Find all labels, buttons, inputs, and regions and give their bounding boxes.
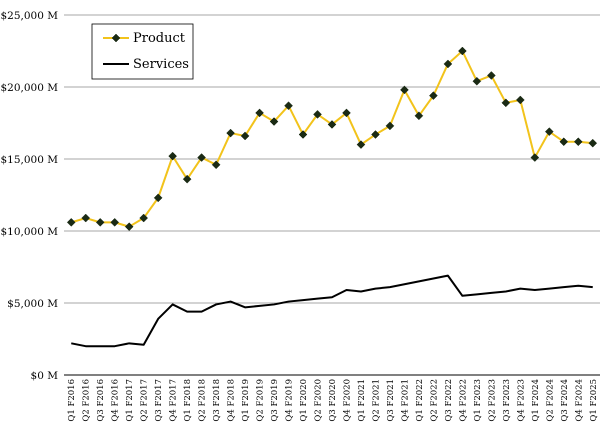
data-point <box>110 218 120 227</box>
data-point <box>356 140 366 149</box>
data-point <box>515 95 525 105</box>
data-point <box>226 128 235 138</box>
x-tick-label: Q2 F2021 <box>371 379 381 422</box>
x-tick-label: Q3 F2020 <box>328 379 338 422</box>
data-point <box>559 137 569 147</box>
x-tick-label: Q2 F2019 <box>256 379 266 422</box>
y-tick-label: $5,000 M <box>7 298 58 310</box>
data-point <box>197 153 206 162</box>
y-axis-tick-labels: $0 M $5,000 M $10,000 M $15,000 M $20,000 M $… <box>0 10 58 382</box>
x-tick-label: Q3 F2019 <box>270 379 280 422</box>
x-tick-label: Q3 F2024 <box>560 379 570 422</box>
legend-box <box>91 23 194 80</box>
x-tick-label: Q2 F2022 <box>429 379 439 422</box>
legend-product-marker <box>111 33 121 43</box>
x-tick-label: Q2 F2024 <box>545 379 555 422</box>
x-tick-label: Q1 F2023 <box>473 379 483 422</box>
y-tick-label: $0 M <box>31 370 59 382</box>
data-point <box>211 160 221 170</box>
x-tick-label: Q4 F2018 <box>227 379 237 422</box>
data-point <box>153 193 163 203</box>
x-tick-label: Q4 F2021 <box>400 379 410 422</box>
data-point <box>182 174 192 184</box>
x-tick-label: Q4 F2022 <box>458 379 468 422</box>
y-tick-label: $20,000 M <box>0 82 58 94</box>
x-tick-label: Q3 F2023 <box>502 379 512 422</box>
data-point <box>544 127 554 136</box>
x-tick-label: Q1 F2017 <box>125 379 135 422</box>
data-point <box>501 98 511 108</box>
data-point <box>168 151 178 161</box>
data-point <box>66 218 76 227</box>
gridlines <box>64 14 600 304</box>
x-tick-label: Q4 F2020 <box>342 379 352 422</box>
data-point <box>588 138 598 148</box>
data-point <box>530 153 540 162</box>
x-tick-label: Q1 F2021 <box>357 379 367 422</box>
data-point <box>139 213 149 223</box>
x-tick-label: Q1 F2020 <box>299 379 309 422</box>
data-point <box>124 222 134 232</box>
data-point <box>472 76 482 86</box>
data-point <box>414 111 424 121</box>
data-point <box>284 101 293 111</box>
x-tick-label: Q1 F2016 <box>67 379 77 422</box>
series-line-services <box>71 274 593 348</box>
x-tick-label: Q2 F2016 <box>82 379 92 422</box>
y-tick-label: $25,000 M <box>0 10 58 22</box>
x-axis-tick-labels: Q1 F2016 Q2 F2016 Q3 F2016 Q4 F2016 Q1 F2017… <box>67 379 599 422</box>
data-point <box>298 130 308 139</box>
data-point <box>313 110 322 119</box>
data-point <box>400 85 409 95</box>
x-tick-label: Q2 F2017 <box>140 379 150 422</box>
data-point <box>269 117 279 126</box>
x-tick-label: Q1 F2019 <box>241 379 251 422</box>
data-point <box>327 120 337 129</box>
x-tick-label: Q3 F2018 <box>212 379 222 422</box>
x-tick-label: Q4 F2016 <box>111 379 121 422</box>
data-point <box>443 59 453 69</box>
x-tick-label: Q1 F2018 <box>183 379 193 422</box>
x-tick-label: Q3 F2021 <box>386 379 396 422</box>
series-layer <box>66 46 598 348</box>
series-markers-product <box>66 46 598 232</box>
x-tick-label: Q4 F2024 <box>574 379 584 422</box>
y-tick-label: $10,000 M <box>0 226 58 238</box>
x-tick-label: Q4 F2019 <box>285 379 295 422</box>
x-tick-label: Q3 F2016 <box>96 379 106 422</box>
data-point <box>385 121 395 131</box>
x-tick-label: Q2 F2020 <box>314 379 324 422</box>
data-point <box>458 46 467 56</box>
data-point <box>81 213 91 223</box>
legend-product-label: Product <box>133 31 186 46</box>
data-point <box>255 108 264 118</box>
legend: Product Services <box>91 23 194 80</box>
y-tick-label: $15,000 M <box>0 154 58 166</box>
data-point <box>429 91 438 100</box>
data-point <box>486 71 496 80</box>
x-tick-label: Q2 F2018 <box>198 379 208 422</box>
x-tick-label: Q1 F2024 <box>531 379 541 422</box>
data-point <box>371 130 380 139</box>
data-point <box>240 131 250 141</box>
data-point <box>95 218 105 227</box>
legend-services-label: Services <box>133 57 189 72</box>
x-tick-label: Q4 F2023 <box>516 379 526 422</box>
x-tick-label: Q3 F2022 <box>444 379 454 422</box>
x-tick-label: Q3 F2017 <box>154 379 164 422</box>
x-tick-label: Q1 F2022 <box>415 379 425 422</box>
x-tick-label: Q2 F2023 <box>487 379 497 422</box>
x-tick-label: Q1 F2025 <box>589 379 599 422</box>
data-point <box>573 137 583 147</box>
x-tick-label: Q4 F2017 <box>169 379 179 422</box>
data-point <box>342 108 351 118</box>
